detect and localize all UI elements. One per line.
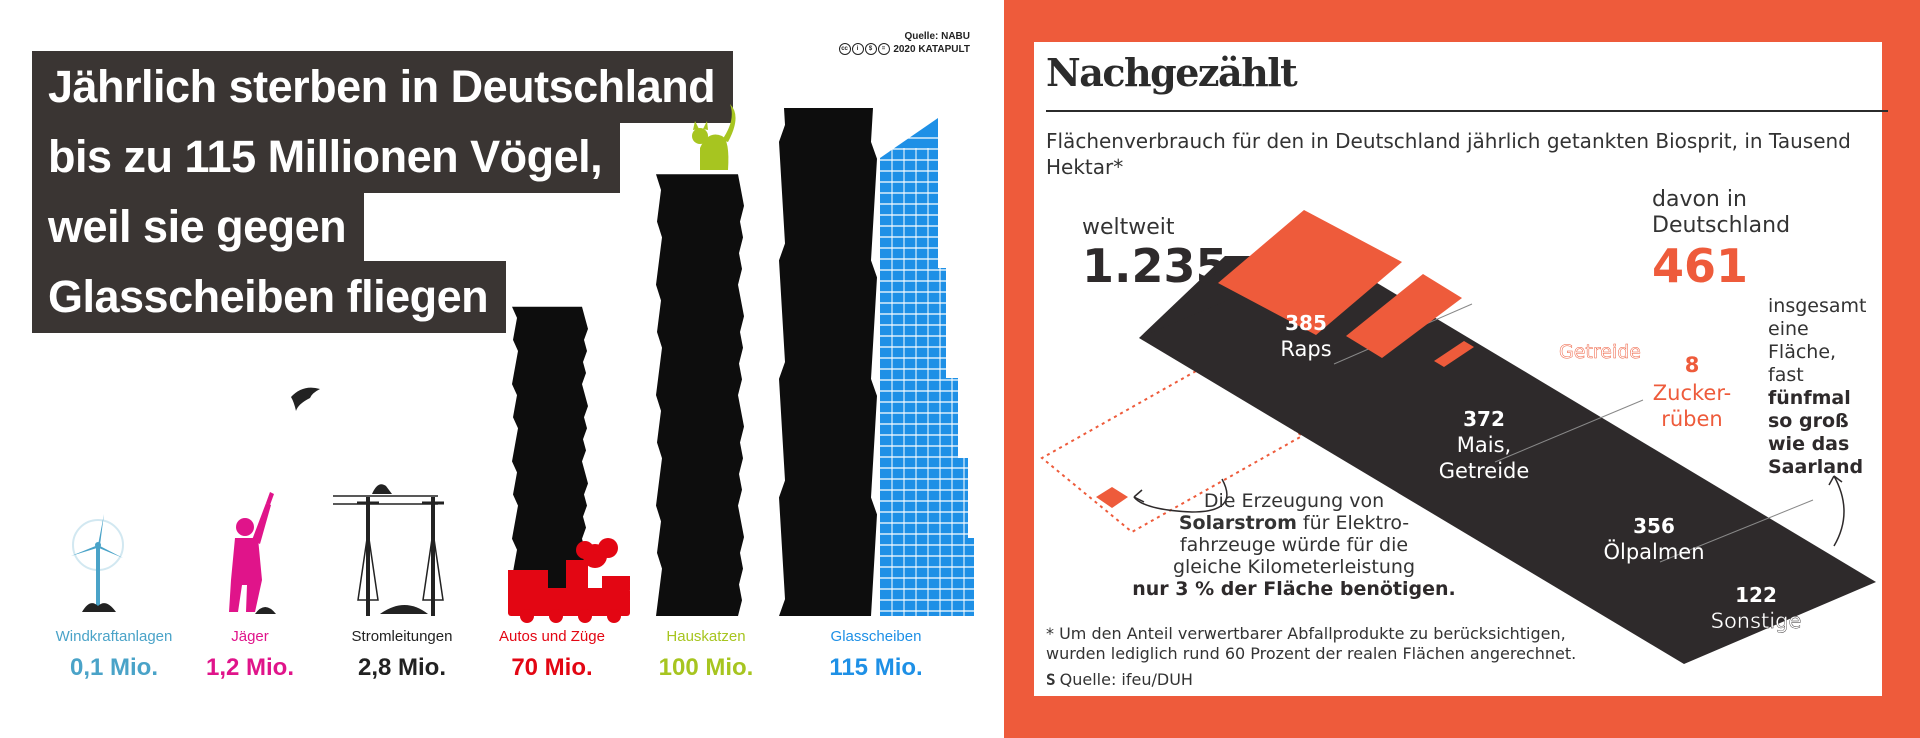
orange-raps-value: 337 (1454, 233, 1498, 257)
de-label-1: davon in (1652, 187, 1747, 212)
orange-zucker-label-1: Zucker- (1653, 381, 1731, 405)
orange-zucker-label-2: rüben (1661, 407, 1723, 431)
orange-mais-label-2: Getreide (1559, 341, 1641, 363)
nd-icon: = (877, 43, 890, 56)
credit-source: Quelle: NABU (904, 31, 970, 42)
insgesamt-line-4: fast (1768, 364, 1804, 386)
insgesamt-line-2: eine (1768, 318, 1809, 340)
skyscraper-icon (880, 118, 974, 616)
insgesamt-bold-3: wie das (1768, 433, 1849, 455)
arrow-solar-head (1133, 489, 1145, 503)
source: S Quelle: ifeu/DUH (1046, 670, 1193, 689)
orange-segment-raps (1218, 210, 1402, 335)
by-icon: i (851, 43, 864, 56)
dark-oel-value: 356 (1633, 514, 1675, 538)
right-card: Nachgezählt Flächenverbrauch für den in … (1034, 42, 1888, 696)
spiegel-logo-icon: S (1046, 670, 1056, 689)
area-chart-svg: weltweit 1.235 davon in Deutschland 461 … (1040, 187, 1876, 664)
credit-line: cc i $ = 2020 KATAPULT (838, 43, 970, 56)
orange-raps-label: Raps (1450, 257, 1501, 281)
solar-area-shape (1096, 487, 1128, 508)
value-label: 115 Mio. (829, 654, 923, 681)
orange-mais-value: 116 (1580, 297, 1620, 319)
solar-line-2: Solarstrom für Elektro- (1179, 512, 1409, 534)
bird-icon (291, 387, 320, 411)
arrow-solar (1133, 478, 1228, 513)
left-chart-svg (71, 104, 974, 623)
solar-line-4: gleiche Kilometerleistung (1173, 556, 1415, 578)
category-label: Hauskatzen (666, 628, 746, 645)
de-total: 461 (1652, 239, 1748, 293)
value-label: 1,2 Mio. (205, 654, 295, 681)
bars-group (512, 108, 877, 616)
title-line-3: weil sie gegen (32, 191, 365, 263)
insgesamt-line-3: Fläche, (1768, 341, 1836, 363)
divider-3 (1659, 499, 1814, 563)
dark-mais-label-2: Getreide (1439, 459, 1530, 483)
orange-mais-label-1: Mais, (1575, 319, 1624, 341)
credit-publisher: 2020 KATAPULT (893, 44, 970, 55)
divider-2 (1494, 399, 1644, 463)
de-label-2: Deutschland (1652, 213, 1790, 238)
category-label: Jäger (231, 628, 269, 645)
dark-oel-label: Ölpalmen (1603, 539, 1704, 564)
solar-rest: für Elektro- (1297, 512, 1409, 534)
orange-segment-mais (1346, 274, 1462, 358)
title-line-2: bis zu 115 Millionen Vögel, (32, 121, 621, 193)
solar-line-3: fahrzeuge würde für die (1180, 534, 1408, 556)
insgesamt-bold-2: so groß (1768, 410, 1849, 432)
category-label: Stromleitungen (351, 628, 453, 645)
category-label: Glasscheiben (830, 628, 922, 645)
category-label: Autos und Züge (499, 628, 605, 645)
category-label: Windkraftanlagen (55, 628, 173, 645)
arrow-saarland-head (1828, 475, 1843, 486)
page-title: Nachgezählt (1046, 50, 1298, 95)
bar-hauskatzen (656, 174, 744, 616)
value-label: 100 Mio. (658, 654, 754, 681)
right-infographic: Nachgezählt Flächenverbrauch für den in … (1004, 0, 1920, 738)
dark-sonstige-label: Sonstige (1711, 609, 1802, 633)
dark-sonstige-value: 122 (1735, 583, 1777, 607)
dark-strip (1139, 256, 1876, 664)
dark-raps-value: 385 (1285, 311, 1327, 335)
insgesamt-bold-4: Saarland (1768, 456, 1863, 478)
arrow-saarland (1833, 475, 1845, 547)
train-icon (508, 538, 630, 623)
title-line-1: Jährlich sterben in Deutschland (32, 51, 734, 123)
hunter-icon (229, 492, 276, 614)
dark-raps-label: Raps (1280, 337, 1331, 361)
insgesamt-line-1: insgesamt (1768, 295, 1866, 317)
bar-autos-und-züge (512, 306, 588, 616)
title-line-4: Glasscheiben fliegen (32, 261, 507, 333)
value-label: 70 Mio. (511, 654, 593, 681)
footnote-line-1: * Um den Anteil verwertbarer Abfallprodu… (1046, 624, 1566, 643)
power-line-icon (333, 484, 444, 616)
value-label: 2,8 Mio. (357, 654, 447, 681)
dark-mais-value: 372 (1463, 407, 1505, 431)
dark-mais-label-1: Mais, (1457, 433, 1511, 457)
title-rule (1046, 110, 1888, 112)
cc-icon: cc (838, 43, 851, 56)
solar-bold: Solarstrom (1179, 512, 1297, 534)
world-total: 1.235 (1082, 239, 1228, 293)
world-label: weltweit (1082, 215, 1175, 240)
footnote-line-2: wurden lediglich rund 60 Prozent der rea… (1046, 644, 1577, 663)
solar-line-1: Die Erzeugung von (1204, 490, 1384, 512)
left-infographic: Jährlich sterben in Deutschland bis zu 1… (32, 30, 974, 681)
value-label: 0,1 Mio. (69, 654, 159, 681)
credit: Quelle: NABU cc i $ = 2020 KATAPULT (838, 30, 970, 56)
nc-icon: $ (864, 43, 877, 56)
cat-icon (692, 104, 736, 170)
subtitle: Flächenverbrauch für den in Deutschland … (1046, 129, 1851, 179)
bar-glasscheiben (779, 108, 877, 616)
wind-turbine-icon (71, 514, 124, 612)
orange-zucker-value: 8 (1685, 353, 1700, 377)
source-text: Quelle: ifeu/DUH (1059, 670, 1193, 689)
orange-segment-zucker (1434, 341, 1474, 367)
solar-line-5: nur 3 % der Fläche benötigen. (1132, 578, 1456, 600)
insgesamt-bold-1: fünfmal (1768, 387, 1851, 409)
